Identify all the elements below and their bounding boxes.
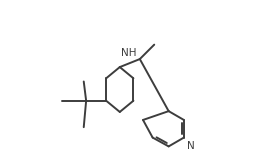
Text: NH: NH [121, 48, 136, 59]
Text: N: N [187, 141, 195, 151]
